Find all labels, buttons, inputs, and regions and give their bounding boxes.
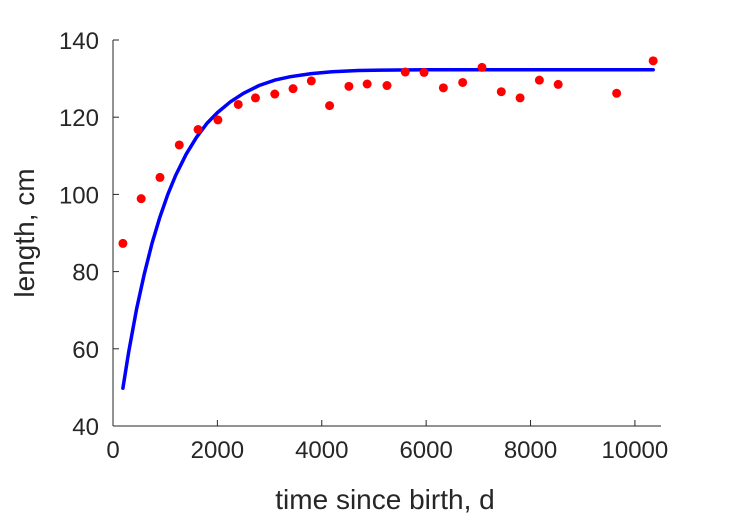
data-point: [155, 172, 165, 182]
x-tick-label: 6000: [399, 437, 452, 464]
data-point: [270, 89, 280, 99]
x-tick-label: 4000: [295, 437, 348, 464]
y-tick-label: 100: [59, 182, 99, 209]
data-point: [213, 115, 223, 125]
data-point: [325, 101, 335, 111]
data-point: [438, 83, 448, 93]
y-tick-label: 140: [59, 28, 99, 55]
fit-curve-line: [121, 67, 655, 390]
data-point: [118, 238, 128, 248]
x-tick-label: 10000: [602, 437, 669, 464]
data-point: [174, 140, 184, 150]
labels: time since birth, d length, cm: [9, 168, 495, 515]
data-point: [362, 79, 372, 89]
data-point: [233, 99, 243, 109]
x-tick-label: 8000: [504, 437, 557, 464]
y-tick-label: 60: [72, 337, 99, 364]
data-point: [382, 81, 392, 91]
data-point: [458, 77, 468, 87]
data-point: [136, 194, 146, 204]
data-point: [477, 62, 487, 72]
axes: 0 2000 4000 6000 8000 10000 40 60 80 100 120 140: [59, 28, 668, 464]
y-axis-label: length, cm: [9, 168, 40, 297]
x-axis-label: time since birth, d: [275, 484, 494, 515]
y-tick-label: 120: [59, 105, 99, 132]
data-point: [515, 93, 525, 103]
x-tick-label: 0: [106, 437, 119, 464]
x-tick-label: 2000: [191, 437, 244, 464]
y-tick-label: 80: [72, 260, 99, 287]
data-point: [419, 67, 429, 77]
data-point: [496, 87, 506, 97]
plot-area: [118, 56, 658, 390]
data-point: [648, 56, 658, 66]
data-point: [612, 88, 622, 98]
data-point: [534, 75, 544, 85]
y-tick-label: 40: [72, 414, 99, 441]
data-point: [250, 93, 260, 103]
data-point: [553, 79, 563, 89]
data-point: [288, 84, 298, 94]
data-point: [193, 125, 203, 135]
data-point: [400, 67, 410, 77]
data-point: [306, 76, 316, 86]
data-point: [344, 81, 354, 91]
